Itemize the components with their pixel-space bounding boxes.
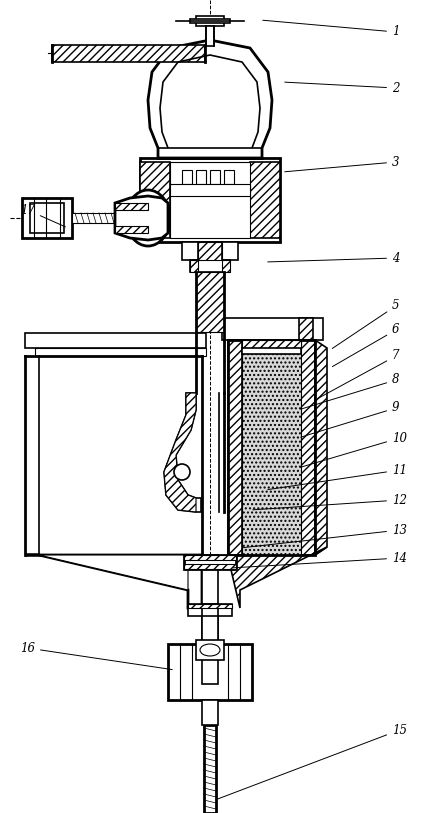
- Bar: [198, 242, 222, 260]
- Text: 7: 7: [318, 350, 399, 398]
- Polygon shape: [115, 203, 148, 210]
- Bar: [35, 348, 206, 356]
- Text: 2: 2: [285, 81, 399, 94]
- Text: 9: 9: [301, 402, 399, 437]
- Text: 6: 6: [332, 324, 399, 367]
- Bar: [190, 19, 230, 23]
- Polygon shape: [315, 340, 327, 555]
- Bar: [250, 162, 280, 238]
- Ellipse shape: [174, 464, 190, 480]
- Bar: [30, 203, 64, 233]
- Bar: [170, 162, 250, 238]
- Bar: [299, 318, 313, 340]
- Polygon shape: [115, 196, 168, 240]
- Polygon shape: [164, 393, 196, 512]
- Text: 15: 15: [218, 724, 407, 799]
- Bar: [242, 348, 301, 354]
- Text: 10: 10: [301, 432, 407, 467]
- Ellipse shape: [126, 190, 170, 246]
- Bar: [25, 333, 206, 348]
- Text: 8: 8: [301, 373, 399, 409]
- Bar: [190, 260, 230, 272]
- Bar: [72, 213, 115, 223]
- Bar: [182, 242, 238, 260]
- Bar: [206, 26, 214, 46]
- Polygon shape: [148, 40, 272, 158]
- Text: 11: 11: [268, 463, 407, 489]
- Bar: [52, 45, 205, 62]
- Polygon shape: [164, 393, 201, 512]
- Bar: [222, 318, 323, 340]
- Bar: [170, 184, 250, 196]
- Polygon shape: [115, 226, 148, 233]
- Bar: [182, 170, 192, 184]
- Bar: [228, 340, 242, 555]
- Bar: [196, 170, 206, 184]
- Text: 4: 4: [268, 251, 399, 264]
- Text: 1: 1: [263, 20, 399, 38]
- Text: 5: 5: [332, 299, 399, 349]
- Text: 14: 14: [233, 551, 407, 567]
- Bar: [202, 604, 218, 684]
- Bar: [190, 260, 198, 272]
- Bar: [242, 340, 301, 555]
- Bar: [202, 555, 218, 605]
- Text: 17: 17: [20, 203, 65, 227]
- Bar: [202, 700, 218, 725]
- Text: 12: 12: [253, 493, 407, 510]
- Bar: [204, 725, 216, 813]
- Bar: [140, 162, 170, 238]
- Bar: [184, 555, 236, 569]
- Bar: [228, 340, 315, 555]
- Bar: [188, 604, 232, 616]
- Bar: [22, 198, 72, 238]
- Polygon shape: [25, 555, 188, 590]
- Polygon shape: [25, 555, 202, 608]
- Bar: [196, 640, 224, 660]
- Text: 3: 3: [285, 155, 399, 172]
- Bar: [140, 158, 280, 242]
- Bar: [184, 555, 236, 560]
- Ellipse shape: [200, 644, 220, 656]
- Bar: [301, 340, 315, 555]
- Bar: [196, 16, 224, 26]
- Text: 16: 16: [20, 641, 172, 670]
- Bar: [224, 170, 234, 184]
- Text: 13: 13: [243, 524, 407, 548]
- Bar: [210, 170, 220, 184]
- Bar: [184, 564, 236, 569]
- Bar: [188, 604, 232, 608]
- Bar: [222, 260, 230, 272]
- Bar: [202, 616, 218, 644]
- Polygon shape: [228, 547, 327, 608]
- Bar: [196, 272, 224, 332]
- Bar: [242, 340, 301, 348]
- Bar: [168, 644, 252, 700]
